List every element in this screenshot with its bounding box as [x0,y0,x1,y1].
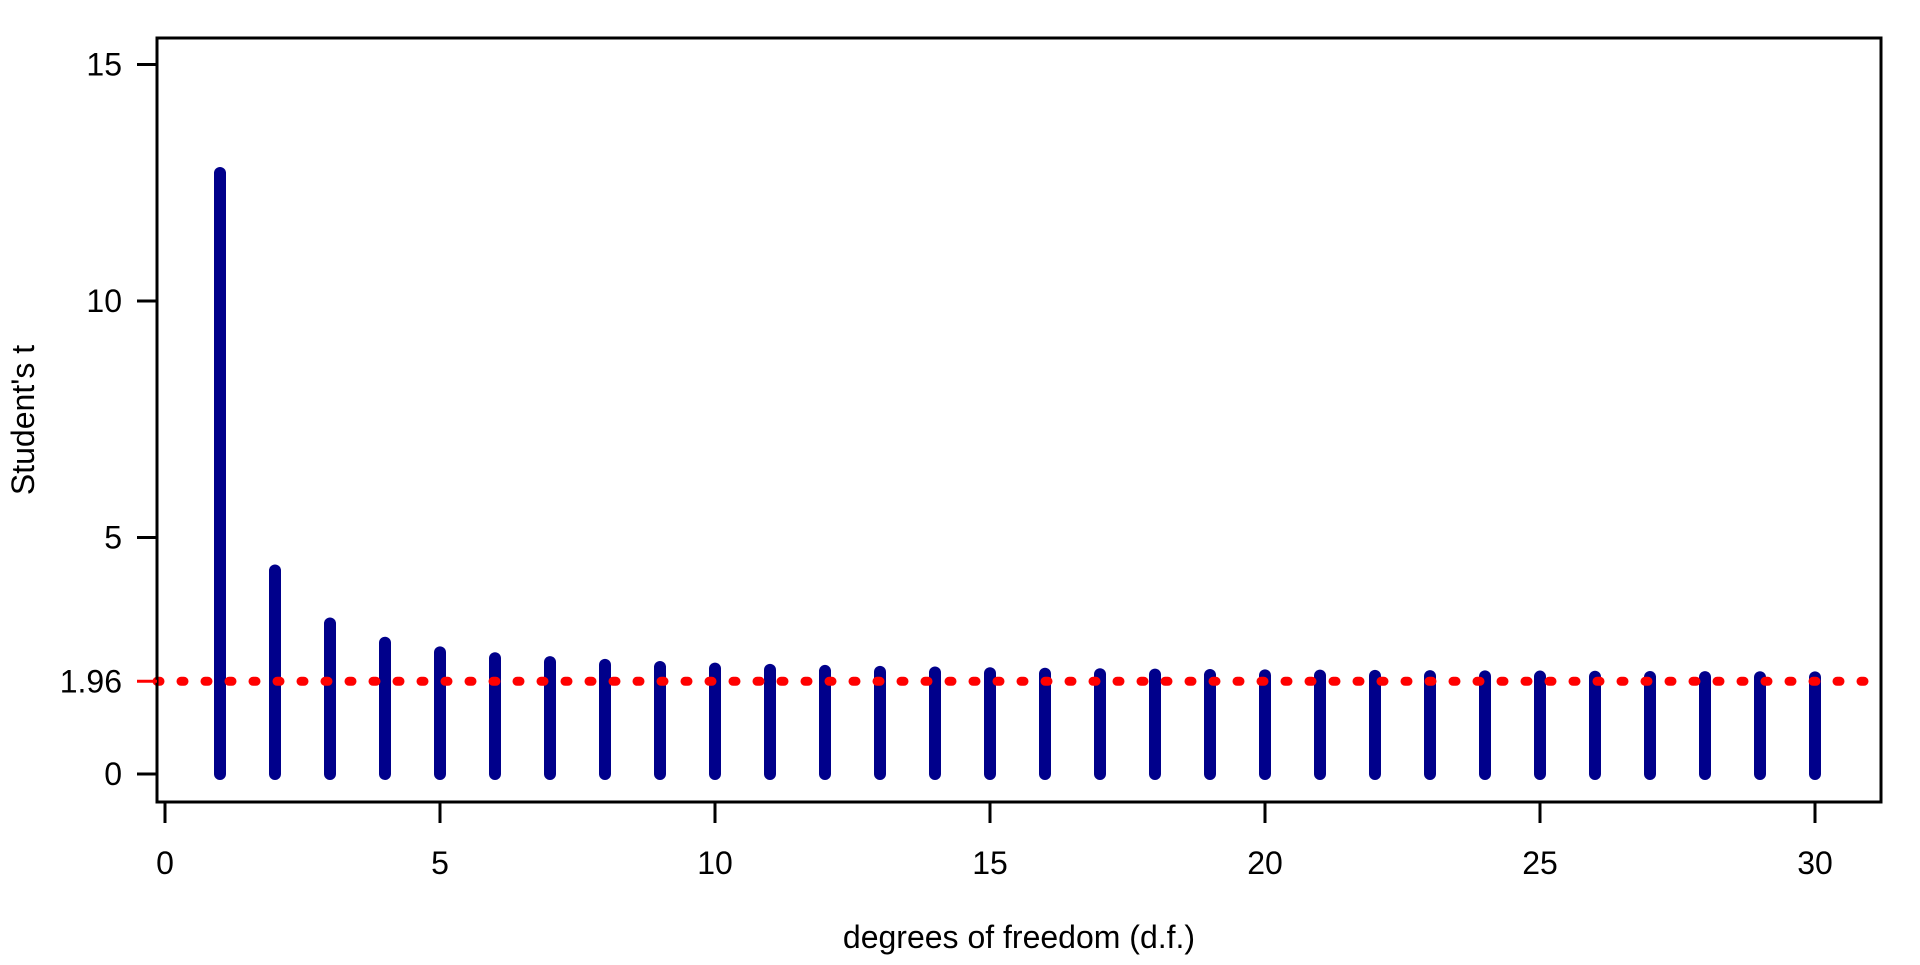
y-tick-label-0: 0 [104,756,122,792]
y-tick-label-1.96: 1.96 [60,663,122,699]
x-tick-label-0: 0 [156,845,174,881]
x-tick-label-15: 15 [972,845,1008,881]
x-tick-label-20: 20 [1247,845,1283,881]
bars-group [214,167,1821,780]
y-axis: 0 1.96 5 10 15 [60,47,157,792]
x-tick-label-5: 5 [431,845,449,881]
x-tick-label-10: 10 [697,845,733,881]
y-axis-title: Student's t [5,345,41,495]
y-tick-label-10: 10 [86,283,122,319]
x-tick-label-30: 30 [1797,845,1833,881]
x-axis-title: degrees of freedom (d.f.) [843,919,1195,955]
plot-border [155,36,1883,804]
x-tick-label-25: 25 [1522,845,1558,881]
x-axis: 0 5 10 15 20 25 30 [156,802,1833,881]
y-tick-label-15: 15 [86,47,122,83]
y-tick-label-5: 5 [104,520,122,556]
